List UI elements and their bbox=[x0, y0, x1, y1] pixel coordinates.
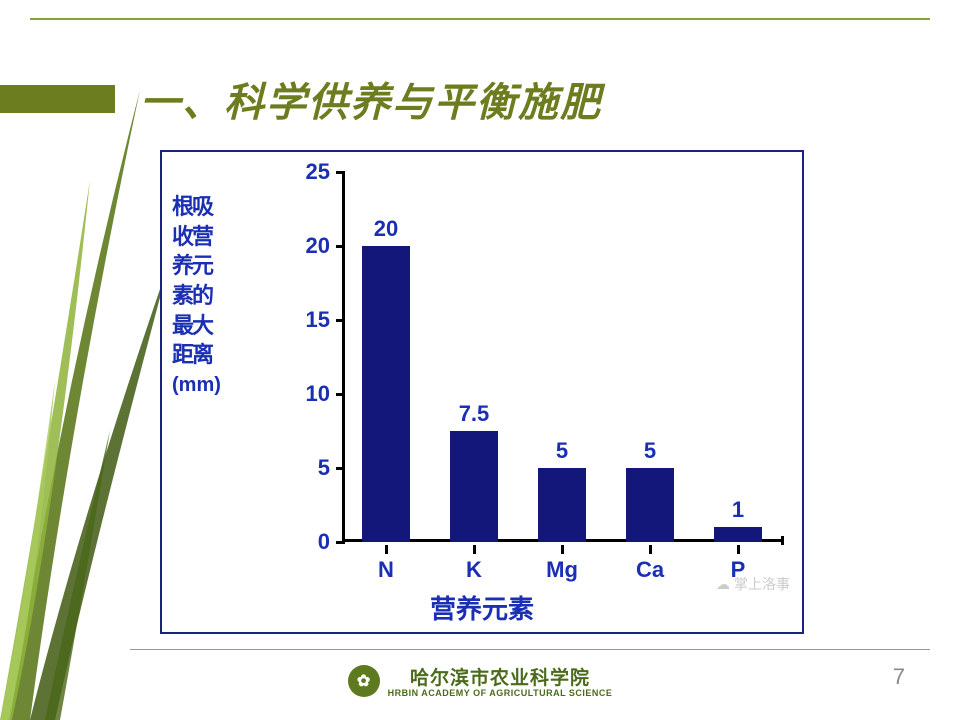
bars: 207.5551 bbox=[342, 172, 782, 542]
watermark-text: 掌上洛事 bbox=[734, 574, 790, 594]
bar: 5 bbox=[626, 468, 674, 542]
wechat-icon: ☁ bbox=[716, 576, 730, 593]
x-tick-label: N bbox=[378, 557, 394, 583]
footer-badge-icon: ✿ bbox=[348, 665, 380, 697]
y-tick-label: 20 bbox=[306, 233, 330, 259]
x-tick bbox=[649, 545, 652, 554]
plot-area: 0510152025 207.5551 NKMgCaP bbox=[282, 172, 782, 542]
x-tick-label: Mg bbox=[546, 557, 578, 583]
bar-value-label: 1 bbox=[714, 497, 762, 523]
x-tick bbox=[473, 545, 476, 554]
x-axis-label: 营养元素 bbox=[162, 589, 802, 626]
bar: 1 bbox=[714, 527, 762, 542]
y-axis-label: 根收养素最距吸营元的大离 (mm) bbox=[172, 192, 232, 399]
footer-org-cn: 哈尔滨市农业科学院 bbox=[410, 668, 590, 689]
slide-title: 一、科学供养与平衡施肥 bbox=[140, 70, 602, 128]
top-rule bbox=[30, 18, 930, 20]
title-accent-bar bbox=[0, 85, 115, 113]
watermark: ☁ 掌上洛事 bbox=[716, 574, 790, 594]
bar: 5 bbox=[538, 468, 586, 542]
footer-logo: ✿ 哈尔滨市农业科学院 HRBIN ACADEMY OF AGRICULTURA… bbox=[348, 663, 613, 698]
y-axis-unit: (mm) bbox=[172, 372, 232, 399]
page-number: 7 bbox=[893, 664, 905, 690]
x-tick-label: Ca bbox=[636, 557, 664, 583]
slide: 一、科学供养与平衡施肥 根收养素最距吸营元的大离 (mm) 0510152025… bbox=[0, 0, 960, 720]
x-tick bbox=[561, 545, 564, 554]
footer-org-en: HRBIN ACADEMY OF AGRICULTURAL SCIENCE bbox=[388, 688, 613, 698]
y-tick-label: 15 bbox=[306, 307, 330, 333]
x-tick bbox=[737, 545, 740, 554]
footer: ✿ 哈尔滨市农业科学院 HRBIN ACADEMY OF AGRICULTURA… bbox=[0, 663, 960, 698]
y-tick-label: 0 bbox=[318, 529, 330, 555]
bar: 7.5 bbox=[450, 431, 498, 542]
y-tick-label: 5 bbox=[318, 455, 330, 481]
x-tick-label: K bbox=[466, 557, 482, 583]
chart-container: 根收养素最距吸营元的大离 (mm) 0510152025 207.5551 NK… bbox=[160, 150, 804, 634]
bar: 20 bbox=[362, 246, 410, 542]
bar-value-label: 7.5 bbox=[450, 401, 498, 427]
bar-value-label: 20 bbox=[362, 216, 410, 242]
bar-value-label: 5 bbox=[626, 438, 674, 464]
y-tick-label: 10 bbox=[306, 381, 330, 407]
x-tick bbox=[385, 545, 388, 554]
bottom-rule bbox=[130, 649, 930, 650]
y-tick-label: 25 bbox=[306, 159, 330, 185]
bar-value-label: 5 bbox=[538, 438, 586, 464]
title-bar: 一、科学供养与平衡施肥 bbox=[0, 70, 602, 128]
